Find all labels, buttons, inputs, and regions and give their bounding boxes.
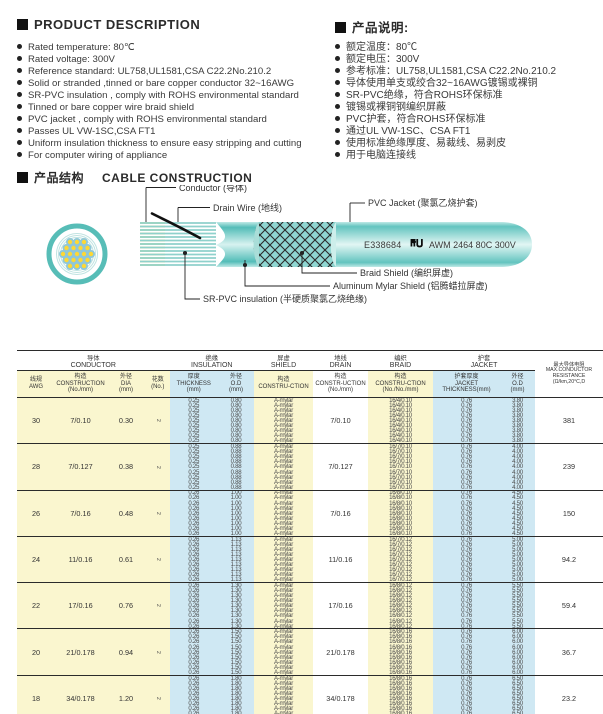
svg-text:SR-PVC insulation (半硬质聚氯乙烧绝缘): SR-PVC insulation (半硬质聚氯乙烧绝缘) (203, 293, 367, 304)
svg-text:Conductor (导体): Conductor (导体) (179, 185, 247, 193)
svg-text:Aluminum Mylar Shield (铝腾蜡拉屏虚): Aluminum Mylar Shield (铝腾蜡拉屏虚) (333, 280, 488, 291)
svg-text:Drain Wire (地线): Drain Wire (地线) (213, 202, 282, 213)
svg-text:AWM 2464 80C 300V: AWM 2464 80C 300V (429, 240, 516, 250)
svg-text:PVC Jacket (聚氯乙烧护套): PVC Jacket (聚氯乙烧护套) (368, 197, 478, 208)
svg-text:Braid Shield (编织屏虚): Braid Shield (编织屏虚) (360, 267, 453, 278)
svg-text:E338684: E338684 (364, 240, 401, 250)
